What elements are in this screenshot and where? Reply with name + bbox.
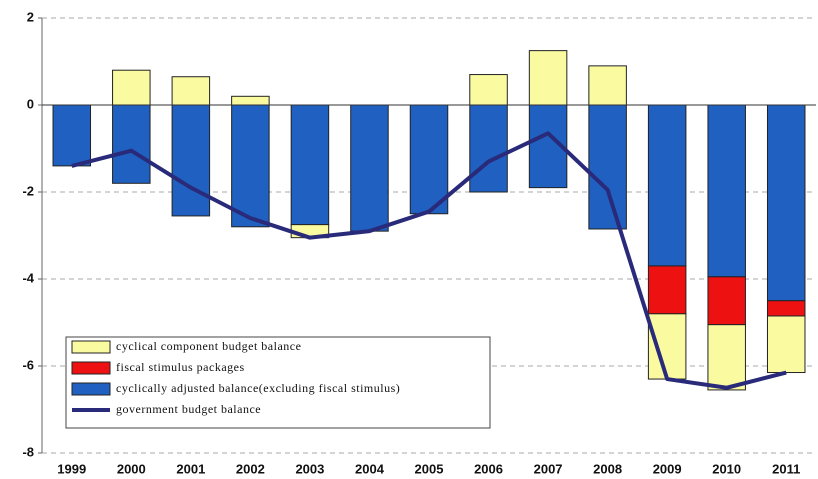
y-tick-label: -8 [22, 444, 34, 459]
y-tick-label: 2 [27, 9, 34, 24]
x-tick-label: 2011 [772, 461, 800, 476]
x-tick-label: 2009 [653, 461, 682, 476]
bar [647, 265, 687, 315]
bar [231, 104, 270, 228]
bar [409, 104, 449, 215]
bar [528, 50, 568, 106]
bar [52, 104, 92, 167]
bar [707, 324, 746, 391]
legend-label: fiscal stimulus packages [116, 360, 245, 374]
x-tick-label: 2006 [474, 461, 503, 476]
bar [647, 104, 687, 267]
bar [231, 95, 270, 106]
bar [766, 300, 806, 317]
bar [290, 104, 330, 226]
y-tick-label: -2 [22, 183, 34, 198]
bar [707, 276, 746, 326]
x-tick-label: 2001 [176, 461, 205, 476]
bar [469, 104, 508, 193]
legend-swatch [71, 340, 111, 354]
bar [350, 104, 389, 232]
legend-swatch [71, 361, 111, 375]
x-tick-label: 2005 [415, 461, 444, 476]
bar [112, 69, 151, 106]
bar [766, 315, 806, 374]
x-tick-label: 2000 [117, 461, 146, 476]
legend-label: cyclical component budget balance [116, 339, 301, 353]
legend-label: government budget balance [116, 402, 261, 416]
legend-swatch [71, 382, 111, 396]
x-tick-label: 2008 [593, 461, 622, 476]
bar [707, 104, 746, 278]
bar [588, 104, 627, 230]
x-tick-label: 2010 [712, 461, 741, 476]
x-tick-label: 1999 [57, 461, 86, 476]
bar [766, 104, 806, 302]
legend: cyclical component budget balance fiscal … [65, 336, 491, 429]
bar [112, 104, 151, 184]
legend-box [65, 336, 491, 429]
x-tick-label: 2002 [236, 461, 265, 476]
line [71, 131, 787, 390]
legend-label: cyclically adjusted balance(excluding fi… [116, 381, 400, 395]
bar [469, 74, 508, 106]
bar [171, 76, 211, 106]
bar [647, 313, 687, 380]
x-tick-label: 2007 [534, 461, 563, 476]
x-tick-label: 2004 [355, 461, 385, 476]
bar [171, 104, 211, 217]
x-tick-label: 2003 [295, 461, 324, 476]
bar [588, 65, 627, 106]
y-tick-label: -4 [22, 270, 34, 285]
y-tick-label: -6 [22, 357, 34, 372]
y-tick-label: 0 [27, 96, 34, 111]
